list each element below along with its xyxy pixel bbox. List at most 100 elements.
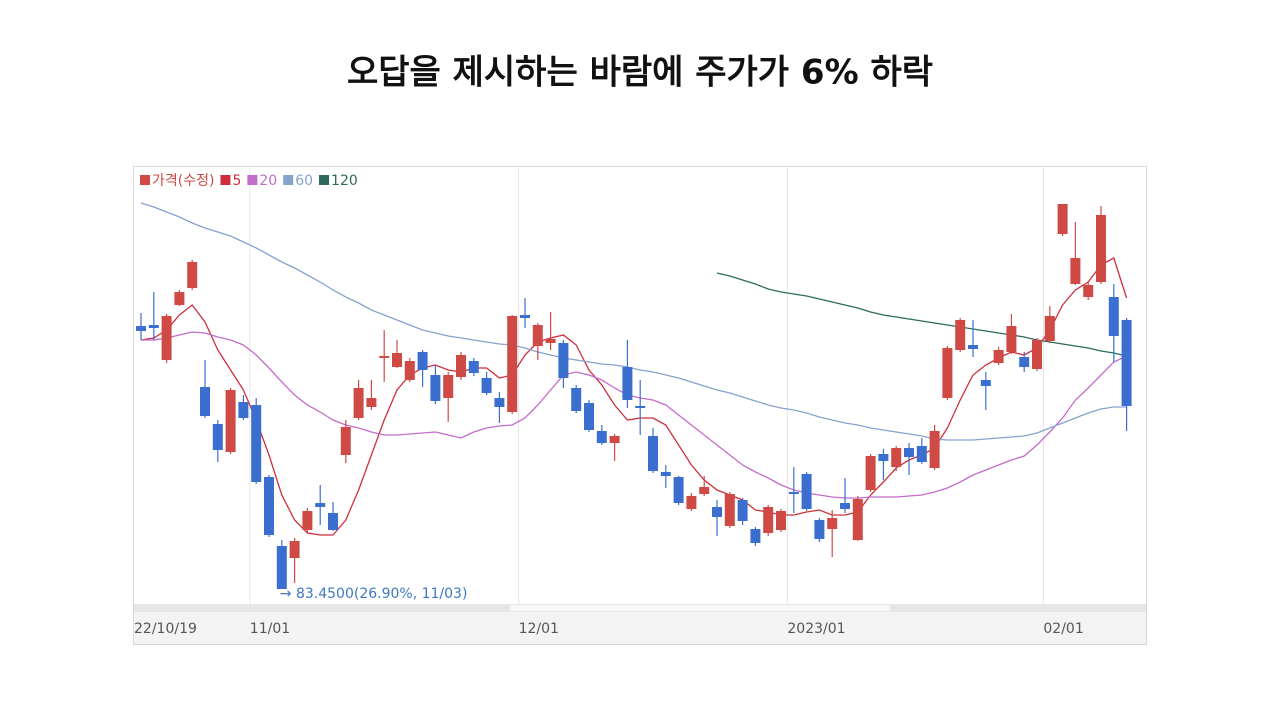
x-tick-label: 22/10/19 [134,621,197,637]
candle-body [328,513,338,530]
x-tick-label: 12/01 [519,621,559,637]
candle-body [1019,357,1030,367]
candle-body [840,503,850,509]
candle-body [788,492,799,494]
candle-body [942,348,953,398]
candle-body [392,353,402,367]
candle-body [852,499,863,540]
candle-body [481,378,492,393]
candle-body [622,367,633,400]
legend-swatch [247,175,258,185]
candle-body [699,487,710,494]
legend-swatch [319,175,330,185]
candle-body [827,518,838,529]
legend-label: 가격(수정) [152,173,214,189]
candle-body [353,388,364,418]
candle-body [980,380,991,386]
candle-body [366,398,377,407]
candle-body [200,387,210,416]
candle-body [878,454,889,461]
candle-body [456,355,466,377]
candle-body [635,406,646,408]
candle-body [596,431,607,443]
x-axis-strip [134,612,1146,644]
x-tick-label: 2023/01 [787,621,845,637]
line-layer [140,202,1128,536]
ma-line [140,202,1127,441]
candle-body [302,511,313,530]
ma-line [140,257,1128,536]
ma-line [141,331,1127,499]
candle-body [1121,320,1132,406]
legend-swatch [283,175,294,185]
candle-body [814,520,825,539]
legend-label: 60 [295,173,313,189]
candle-layer: → 83.4500(26.90%, 11/03) [136,204,1132,602]
candle-body [660,472,671,476]
candle-body [916,446,927,462]
candle-body [225,390,236,452]
candle-body [648,436,658,471]
candle-body [1057,204,1068,234]
candle-body [750,529,761,543]
candle-body [1083,285,1094,297]
candle-body [545,339,556,343]
candle-body [1108,297,1119,336]
candle-body [891,448,902,467]
low-annotation: → 83.4500(26.90%, 11/03) [280,586,468,602]
candle-body [993,350,1004,363]
candle-body [673,477,684,503]
candle-body [968,345,978,349]
candle-body [929,431,940,468]
candle-body [1096,215,1106,282]
candle-body [494,398,505,407]
candle-body [865,456,876,490]
candle-body [417,352,428,370]
legend-swatch [140,175,150,185]
x-tick-label: 11/01 [250,621,290,637]
grid-layer [249,168,1044,604]
chart-title: 오답을 제시하는 바람에 주가가 6% 하락 [347,53,933,93]
ma-line [716,272,1127,357]
legend-label: 20 [259,173,277,189]
x-tick-label: 02/01 [1043,621,1083,637]
candle-body [404,361,415,380]
candle-body [507,316,518,412]
candle-body [1006,326,1017,352]
legend-label: 5 [232,173,241,189]
candle-body [712,507,722,517]
candle-body [276,546,287,589]
legend-swatch [220,175,231,185]
candle-body [801,474,812,509]
candle-body [340,427,351,455]
candle-body [532,325,543,346]
candle-body [763,507,774,533]
candle-body [468,361,479,373]
candle-body [212,424,223,450]
candle-body [724,494,735,526]
candle-body [686,496,697,509]
candle-body [1032,340,1042,369]
candle-body [430,375,441,401]
candle-body [238,402,249,418]
candle-body [161,316,172,360]
candle-body [443,375,454,398]
candle-body [904,448,914,457]
candle-body [315,503,326,507]
candle-body [289,541,300,558]
legend: 가격(수정) 5 20 60 120 [140,173,358,189]
candle-body [737,500,748,521]
candle-body [264,477,274,535]
candle-body [609,436,620,443]
candle-body [520,315,530,318]
candle-body [251,405,262,482]
scrollbar-thumb[interactable] [510,605,890,611]
x-axis: 22/10/19 11/01 12/01 2023/01 02/01 [134,621,1084,637]
candle-body [1044,316,1055,341]
candle-body [558,343,569,378]
candle-body [136,326,146,331]
candle-body [174,292,185,305]
candle-body [571,388,582,411]
